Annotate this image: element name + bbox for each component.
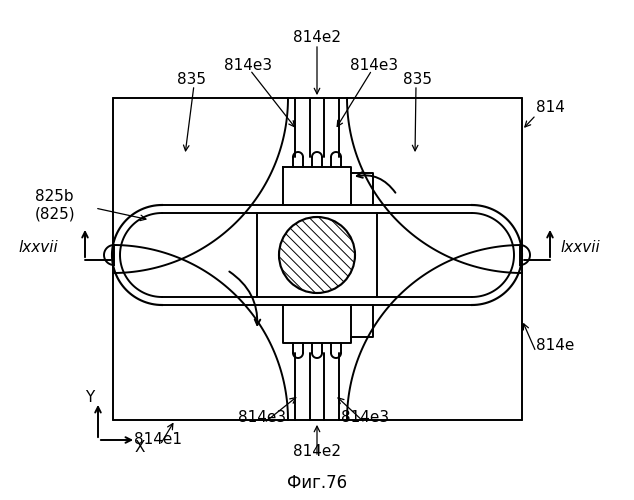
- Text: 835: 835: [178, 72, 207, 88]
- Text: lxxvii: lxxvii: [560, 240, 600, 256]
- Text: X: X: [135, 440, 145, 456]
- Text: 814e3: 814e3: [350, 58, 398, 72]
- Text: 814e: 814e: [536, 338, 574, 352]
- Text: 814e2: 814e2: [293, 444, 341, 460]
- Text: Фиг.76: Фиг.76: [287, 474, 347, 492]
- Text: Y: Y: [86, 390, 94, 406]
- Text: 814: 814: [536, 100, 565, 116]
- Text: 814e3: 814e3: [341, 410, 389, 426]
- Text: 835: 835: [403, 72, 432, 88]
- Text: lxxvii: lxxvii: [18, 240, 58, 256]
- Text: 825b
(825): 825b (825): [35, 189, 75, 221]
- Text: 814e1: 814e1: [134, 432, 182, 448]
- Text: 814e3: 814e3: [224, 58, 272, 72]
- Text: 814e3: 814e3: [238, 410, 286, 426]
- Text: 814e2: 814e2: [293, 30, 341, 46]
